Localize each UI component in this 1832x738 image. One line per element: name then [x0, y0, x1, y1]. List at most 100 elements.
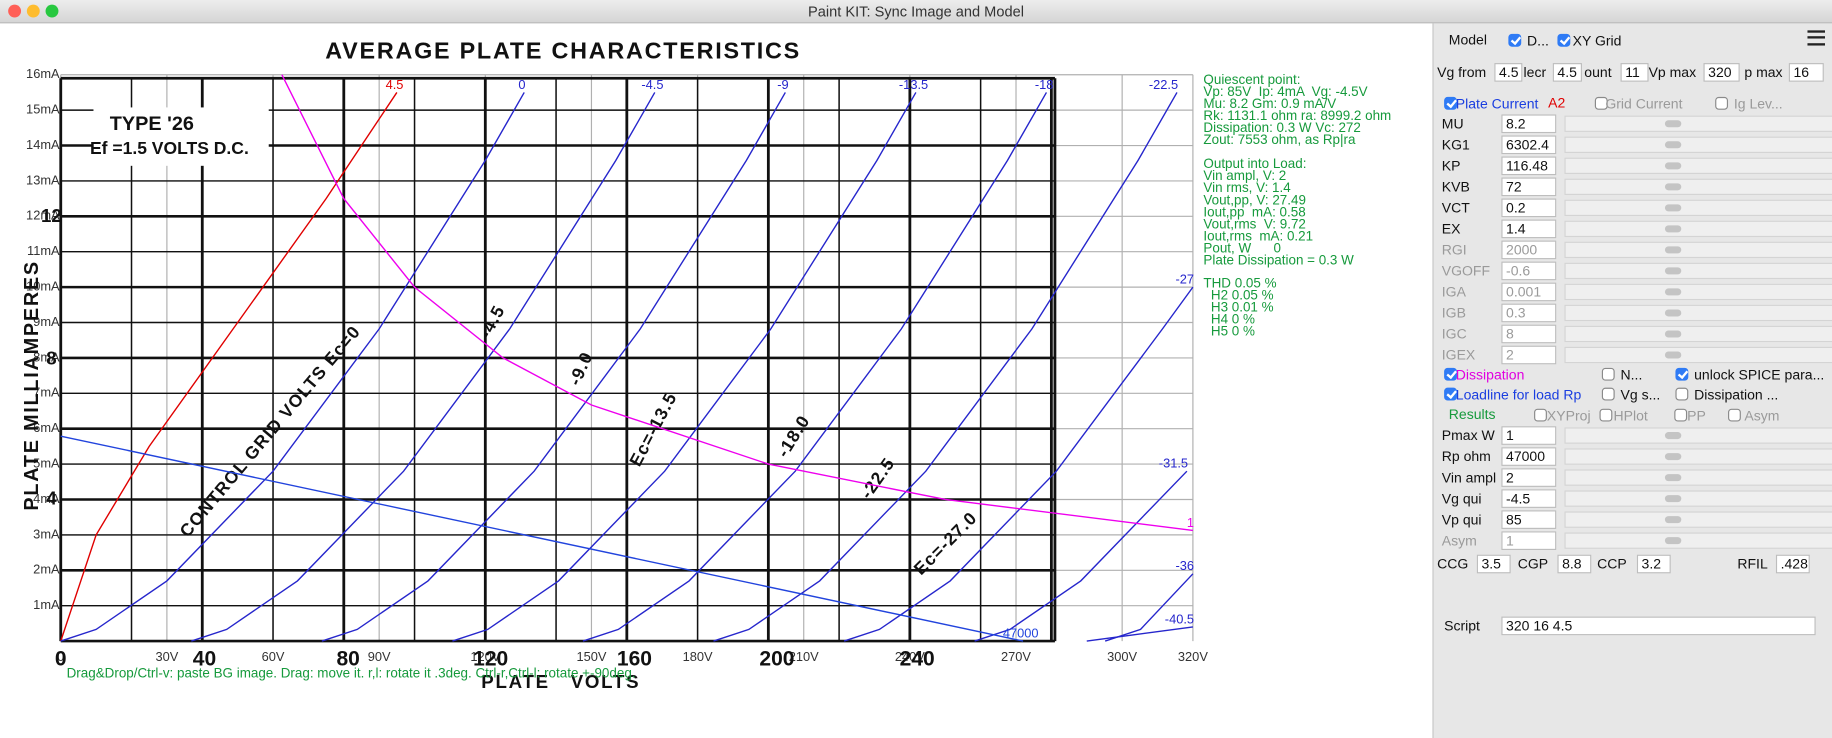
- text-field[interactable]: 320: [1703, 63, 1740, 82]
- result-line: Vin rms, V: 1.4: [1203, 180, 1291, 195]
- slider[interactable]: [1564, 532, 1832, 549]
- label: CCG: [1437, 555, 1469, 573]
- text-field[interactable]: 8.8: [1557, 554, 1592, 574]
- curve: [974, 470, 1188, 642]
- text-field[interactable]: 320 16 4.5: [1501, 616, 1816, 636]
- text-field[interactable]: 2000: [1501, 240, 1557, 260]
- text-field[interactable]: 1: [1501, 531, 1557, 550]
- text-field[interactable]: 4.5: [1494, 63, 1523, 82]
- slider[interactable]: [1564, 220, 1832, 238]
- label: Vg qui: [1441, 490, 1482, 507]
- slider-thumb[interactable]: [1664, 495, 1682, 503]
- checkbox[interactable]: [1444, 96, 1457, 110]
- text-field[interactable]: 2: [1501, 468, 1557, 487]
- slider-thumb[interactable]: [1664, 246, 1682, 254]
- text-field[interactable]: 11: [1620, 63, 1649, 82]
- text-field[interactable]: 8.2: [1501, 114, 1557, 134]
- checkbox[interactable]: [1599, 408, 1613, 422]
- checkbox[interactable]: [1675, 367, 1689, 381]
- slider[interactable]: [1564, 346, 1832, 364]
- slider[interactable]: [1564, 241, 1832, 259]
- slider[interactable]: [1564, 448, 1832, 465]
- text-field[interactable]: 1.4: [1501, 219, 1557, 239]
- slider-thumb[interactable]: [1664, 537, 1682, 545]
- scan-x-label: PLATE VOLTS: [481, 671, 640, 692]
- result-line: Iout,rms mA: 0.21: [1203, 228, 1313, 243]
- slider-thumb[interactable]: [1664, 330, 1682, 338]
- text-field[interactable]: 1: [1501, 426, 1557, 445]
- hint-text: Drag&Drop/Ctrl-v: paste BG image. Drag: …: [67, 665, 636, 680]
- slider-thumb[interactable]: [1664, 288, 1682, 296]
- menu-button[interactable]: [1807, 30, 1825, 46]
- checkbox[interactable]: [1728, 408, 1741, 422]
- slider[interactable]: [1564, 157, 1832, 174]
- text-field[interactable]: 4.5: [1552, 63, 1582, 82]
- zoom-button[interactable]: [45, 4, 59, 18]
- slider-thumb[interactable]: [1664, 162, 1682, 170]
- slider-thumb[interactable]: [1664, 225, 1682, 233]
- y-tick-label: 11mA: [27, 243, 60, 258]
- menu-button-bar: [1807, 36, 1825, 39]
- slider-thumb[interactable]: [1664, 204, 1682, 212]
- text-field[interactable]: 0.3: [1501, 303, 1557, 323]
- slider-thumb[interactable]: [1664, 474, 1682, 482]
- slider-thumb[interactable]: [1664, 432, 1682, 440]
- slider[interactable]: [1564, 178, 1832, 196]
- x-tick-label: 270V: [1001, 649, 1031, 664]
- checkbox[interactable]: [1444, 387, 1457, 401]
- checkbox[interactable]: [1557, 33, 1571, 47]
- text-field[interactable]: 72: [1501, 177, 1557, 197]
- slider-thumb[interactable]: [1664, 141, 1682, 149]
- slider[interactable]: [1564, 325, 1832, 343]
- text-field[interactable]: -4.5: [1501, 489, 1557, 508]
- minimize-button[interactable]: [26, 4, 40, 18]
- label: Model: [1448, 31, 1487, 48]
- checkbox[interactable]: [1534, 408, 1547, 422]
- slider[interactable]: [1564, 262, 1832, 280]
- text-field[interactable]: 3.5: [1476, 554, 1511, 574]
- text-field[interactable]: .428: [1775, 554, 1810, 574]
- checkbox[interactable]: [1444, 367, 1457, 381]
- text-field[interactable]: 0.2: [1501, 198, 1557, 218]
- slider[interactable]: [1564, 469, 1832, 486]
- slider-thumb[interactable]: [1664, 267, 1682, 275]
- curve: [582, 92, 1048, 642]
- text-field[interactable]: 0.001: [1501, 282, 1557, 302]
- slider[interactable]: [1564, 427, 1832, 444]
- slider-thumb[interactable]: [1664, 453, 1682, 461]
- text-field[interactable]: 47000: [1501, 447, 1557, 466]
- checkbox[interactable]: [1601, 367, 1615, 381]
- checkbox-label: HPlot: [1613, 407, 1648, 424]
- slider-thumb[interactable]: [1664, 183, 1682, 191]
- slider[interactable]: [1564, 283, 1832, 301]
- slider-thumb[interactable]: [1664, 351, 1682, 359]
- slider[interactable]: [1564, 304, 1832, 322]
- result-line: Plate Dissipation = 0.3 W: [1203, 252, 1354, 267]
- slider-thumb[interactable]: [1664, 516, 1682, 524]
- slider[interactable]: [1564, 511, 1832, 528]
- checkbox[interactable]: [1508, 33, 1522, 47]
- text-field[interactable]: 8: [1501, 324, 1557, 344]
- slider[interactable]: [1564, 136, 1832, 153]
- y-tick-label: 15mA: [26, 102, 60, 117]
- checkbox[interactable]: [1594, 96, 1608, 110]
- checkbox[interactable]: [1715, 96, 1729, 110]
- slider[interactable]: [1564, 199, 1832, 217]
- text-field[interactable]: 6302.4: [1501, 135, 1557, 155]
- curve: [60, 92, 525, 642]
- text-field[interactable]: -0.6: [1501, 261, 1557, 281]
- slider-thumb[interactable]: [1664, 309, 1682, 317]
- checkbox[interactable]: [1601, 387, 1615, 401]
- slider[interactable]: [1564, 490, 1832, 507]
- text-field[interactable]: 16: [1788, 63, 1824, 82]
- text-field[interactable]: 116.48: [1501, 156, 1557, 176]
- close-button[interactable]: [8, 4, 22, 18]
- slider[interactable]: [1564, 115, 1832, 132]
- text-field[interactable]: 3.2: [1636, 554, 1671, 574]
- checkbox[interactable]: [1674, 408, 1688, 422]
- scan-type: TYPE '26: [110, 113, 194, 135]
- slider-thumb[interactable]: [1664, 120, 1682, 128]
- text-field[interactable]: 2: [1501, 345, 1557, 365]
- text-field[interactable]: 85: [1501, 510, 1557, 529]
- checkbox[interactable]: [1675, 387, 1689, 401]
